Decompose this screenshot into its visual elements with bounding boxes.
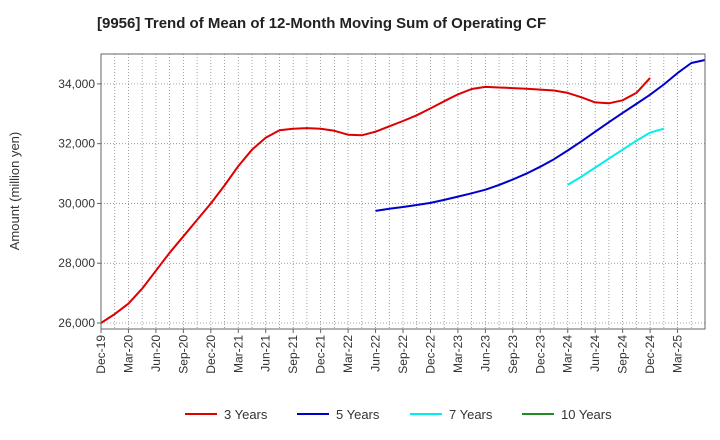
x-tick-label: Dec-20 [204, 335, 218, 374]
chart-title: [9956] Trend of Mean of 12-Month Moving … [97, 15, 546, 32]
plot-area-border [100, 53, 706, 330]
x-tick-label: Dec-21 [314, 335, 328, 374]
x-tick-label: Mar-21 [231, 335, 245, 373]
x-tick-label: Mar-22 [341, 335, 355, 373]
y-tick-label: 32,000 [58, 137, 95, 151]
y-tick-label: 34,000 [58, 77, 95, 91]
grid [101, 54, 705, 329]
x-axis-ticks: Dec-19 Mar-20 Jun-20 Sep-20 Dec-20 Mar-21 Jun-… [94, 329, 685, 374]
legend-label-5-years: 5 Years [336, 407, 380, 422]
y-axis-ticks: 26,000 28,000 30,000 32,000 34,000 [58, 77, 101, 330]
legend: 3 Years 5 Years 7 Years 10 Years [185, 407, 612, 422]
y-tick-label: 28,000 [58, 256, 95, 270]
y-tick-label: 30,000 [58, 196, 95, 210]
x-tick-label: Dec-23 [533, 335, 547, 374]
series-lines [100, 59, 706, 324]
x-tick-label: Mar-20 [121, 335, 135, 373]
x-tick-label: Jun-22 [369, 335, 383, 372]
x-tick-label: Jun-24 [588, 335, 602, 372]
series-line-7-years [567, 127, 665, 186]
y-axis-label: Amount (million yen) [7, 132, 22, 251]
series-line-5-years [375, 59, 706, 212]
x-tick-label: Jun-23 [478, 335, 492, 372]
x-tick-label: Dec-19 [94, 335, 108, 374]
x-tick-label: Sep-22 [396, 335, 410, 374]
x-tick-label: Mar-23 [451, 335, 465, 373]
y-tick-label: 26,000 [58, 316, 95, 330]
x-tick-label: Dec-22 [423, 335, 437, 374]
x-tick-label: Mar-24 [561, 335, 575, 373]
legend-label-3-years: 3 Years [224, 407, 268, 422]
x-tick-label: Dec-24 [643, 335, 657, 374]
legend-label-10-years: 10 Years [561, 407, 612, 422]
x-tick-label: Mar-25 [671, 335, 685, 373]
x-tick-label: Jun-21 [259, 335, 273, 372]
x-tick-label: Sep-20 [176, 335, 190, 374]
x-tick-label: Jun-20 [149, 335, 163, 372]
series-line-3-years [100, 77, 651, 324]
x-tick-label: Sep-21 [286, 335, 300, 374]
x-tick-label: Sep-24 [616, 335, 630, 374]
legend-label-7-years: 7 Years [449, 407, 493, 422]
x-tick-label: Sep-23 [506, 335, 520, 374]
